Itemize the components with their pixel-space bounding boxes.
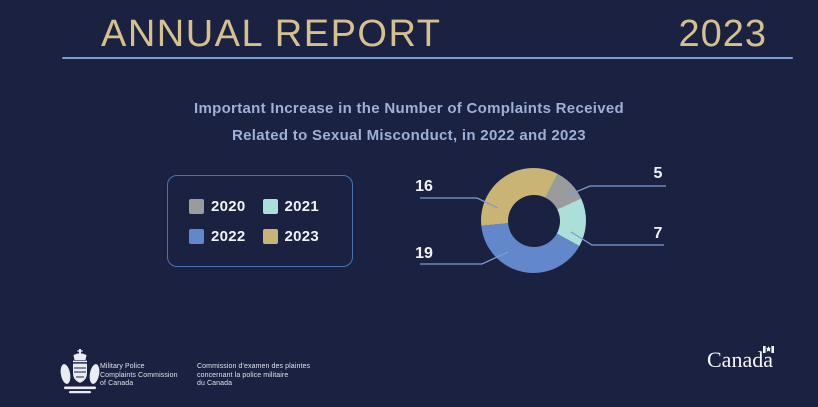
legend-label: 2021 xyxy=(284,197,320,215)
report-year: 2023 xyxy=(678,13,767,55)
org-en-line3: of Canada xyxy=(100,380,134,387)
org-en-line1: Military Police xyxy=(100,363,145,370)
legend-swatch-2021 xyxy=(262,198,278,214)
value-label-2021: 7 xyxy=(653,225,663,242)
value-label-2020: 5 xyxy=(653,165,663,182)
legend-label: 2020 xyxy=(211,197,246,215)
canada-flag-icon xyxy=(762,346,774,353)
chart-title-line2: Related to Sexual Misconduct, in 2022 an… xyxy=(232,127,586,144)
org-en-line2: Complaints Commission xyxy=(100,371,178,379)
legend-label: 2023 xyxy=(284,227,320,245)
legend-item-2022: 2022 xyxy=(189,228,263,245)
value-label-2022: 19 xyxy=(415,245,433,262)
canada-wordmark: Canada xyxy=(707,346,774,372)
coat-of-arms-logo xyxy=(60,349,100,394)
legend-item-2021: 2021 xyxy=(262,197,337,215)
legend-item-2020: 2020 xyxy=(189,198,263,215)
chart-legend: 2020 2021 2022 2023 xyxy=(167,175,353,267)
donut-chart xyxy=(481,168,586,273)
donut-hole xyxy=(507,194,560,247)
legend-label: 2022 xyxy=(211,227,246,245)
legend-item-2023: 2023 xyxy=(262,227,337,245)
org-fr-line2: concernant la police militaire xyxy=(197,371,289,379)
chart-title: Important Increase in the Number of Comp… xyxy=(0,95,818,149)
chart-title-line1: Important Increase in the Number of Comp… xyxy=(194,100,624,117)
org-name-english: Military Police Complaints Commission of… xyxy=(100,363,178,389)
value-label-2023: 16 xyxy=(415,178,433,195)
org-fr-line1: Commission d'examen des plaintes xyxy=(197,363,311,370)
legend-swatch-2022 xyxy=(189,228,204,244)
header-divider xyxy=(62,57,793,59)
org-fr-line3: du Canada xyxy=(197,380,233,387)
legend-swatch-2020 xyxy=(189,198,204,214)
legend-swatch-2023 xyxy=(262,228,278,244)
canada-wordmark-text: Canada xyxy=(707,347,773,372)
org-name-french: Commission d'examen des plaintes concern… xyxy=(197,363,310,389)
page-title: ANNUAL REPORT xyxy=(101,13,442,55)
